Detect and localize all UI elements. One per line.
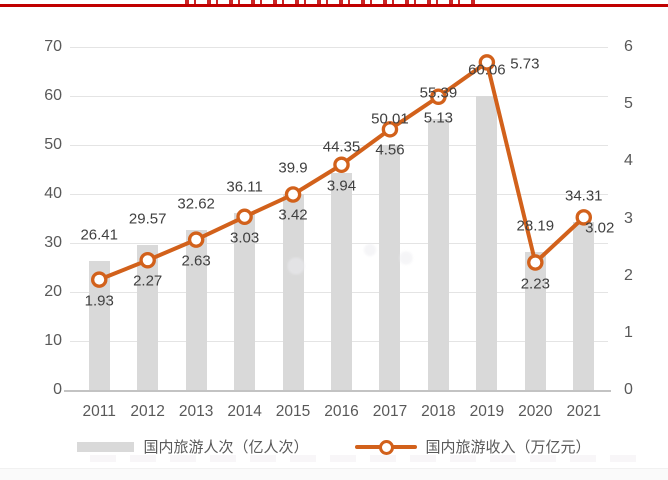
- bar-label-2018: 55.39: [419, 84, 458, 102]
- legend-line-label: 国内旅游收入（万亿元）: [425, 439, 591, 456]
- bar-series-swatch-icon: [77, 441, 135, 452]
- line-label-2015: 3.42: [278, 206, 308, 224]
- bar-2012: [137, 245, 159, 390]
- left-axis-label-40: 40: [44, 185, 62, 202]
- marker-icon-2016: [333, 156, 350, 174]
- marker-icon-2013: [187, 231, 205, 248]
- legend: 国内旅游人次（亿人次） 国内旅游收入（万亿元）: [0, 436, 668, 457]
- line-label-2012: 2.27: [133, 272, 163, 290]
- bar-label-2015: 39.9: [278, 159, 308, 177]
- legend-bar-label: 国内旅游人次（亿人次）: [143, 439, 309, 456]
- right-axis-label-0: 0: [624, 381, 633, 398]
- bar-label-2017: 50.01: [371, 110, 409, 128]
- x-axis-line: [64, 390, 611, 392]
- x-label-2015: 2015: [275, 403, 311, 420]
- bar-2011: [88, 260, 110, 390]
- line-label-2011: 1.93: [84, 292, 114, 310]
- cropped-bottom-content: [90, 455, 646, 462]
- left-axis-label-20: 20: [44, 283, 62, 300]
- x-label-2014: 2014: [227, 403, 262, 420]
- x-label-2011: 2011: [82, 403, 116, 420]
- bar-2013: [185, 230, 207, 390]
- right-axis-label-6: 6: [624, 38, 633, 55]
- x-label-2021: 2021: [566, 403, 602, 420]
- gridline-70: [70, 47, 608, 48]
- bar-label-2016: 44.35: [322, 138, 361, 156]
- marker-icon-2021: [575, 209, 593, 226]
- marker-icon-2014: [236, 208, 253, 226]
- left-axis-label-10: 10: [44, 332, 62, 349]
- line-label-2013: 2.63: [181, 252, 211, 270]
- marker-icon-2011: [90, 271, 108, 288]
- left-axis-label-0: 0: [53, 381, 62, 398]
- x-label-2012: 2012: [130, 403, 165, 420]
- line-label-2019: 5.73: [510, 55, 540, 73]
- bottom-band: [0, 468, 668, 480]
- legend-item-bar-series: 国内旅游人次（亿人次）: [77, 436, 309, 457]
- line-label-2021: 3.02: [585, 219, 615, 237]
- bar-label-2014: 36.11: [226, 178, 263, 196]
- x-label-2020: 2020: [518, 403, 553, 420]
- x-label-2017: 2017: [372, 403, 408, 420]
- line-label-2016: 3.94: [326, 177, 357, 195]
- marker-icon-2012: [139, 251, 156, 269]
- left-axis-label-30: 30: [44, 234, 62, 251]
- cropped-title-fragments: [185, 0, 480, 4]
- marker-icon-2015: [284, 186, 302, 203]
- right-axis-label-3: 3: [624, 209, 633, 227]
- marker-icon-2017: [381, 121, 399, 138]
- bar-label-2021: 34.31: [564, 187, 603, 205]
- bar-label-2011: 26.41: [80, 226, 118, 244]
- line-label-2014: 3.03: [229, 229, 260, 247]
- gridline-50: [70, 145, 608, 146]
- line-label-2020: 2.23: [520, 275, 550, 293]
- left-axis-label-60: 60: [44, 87, 62, 104]
- left-axis-label-70: 70: [44, 38, 62, 55]
- x-label-2013: 2013: [178, 403, 214, 420]
- bar-2014: [234, 213, 256, 390]
- marker-icon-2019: [478, 54, 496, 71]
- right-axis-label-5: 5: [624, 95, 633, 113]
- bar-label-2013: 32.62: [177, 195, 215, 213]
- bar-2021: [573, 221, 595, 390]
- line-swatch-marker-icon: [378, 439, 394, 455]
- bar-label-2020: 28.19: [516, 217, 555, 235]
- x-label-2016: 2016: [324, 403, 359, 420]
- left-axis-label-50: 50: [44, 136, 62, 153]
- marker-icon-2020: [527, 254, 544, 271]
- marker-icon-2018: [430, 88, 447, 105]
- bar-label-2019: 60.06: [468, 61, 506, 79]
- right-axis-label-1: 1: [624, 323, 633, 341]
- x-label-2018: 2018: [421, 403, 456, 420]
- gridline-60: [70, 96, 608, 97]
- right-axis-label-4: 4: [624, 152, 633, 170]
- bar-label-2012: 29.57: [128, 210, 167, 228]
- line-label-2018: 5.13: [423, 109, 454, 127]
- x-label-2019: 2019: [469, 403, 505, 420]
- bar-2019: [476, 95, 498, 390]
- line-series-swatch-icon: [354, 439, 417, 455]
- line-label-2017: 4.56: [375, 141, 405, 159]
- bar-2018: [427, 118, 449, 390]
- right-axis-label-2: 2: [624, 266, 633, 284]
- legend-item-line-series: 国内旅游收入（万亿元）: [354, 436, 591, 457]
- title-underline-rule: [0, 4, 668, 7]
- bar-2020: [524, 251, 546, 390]
